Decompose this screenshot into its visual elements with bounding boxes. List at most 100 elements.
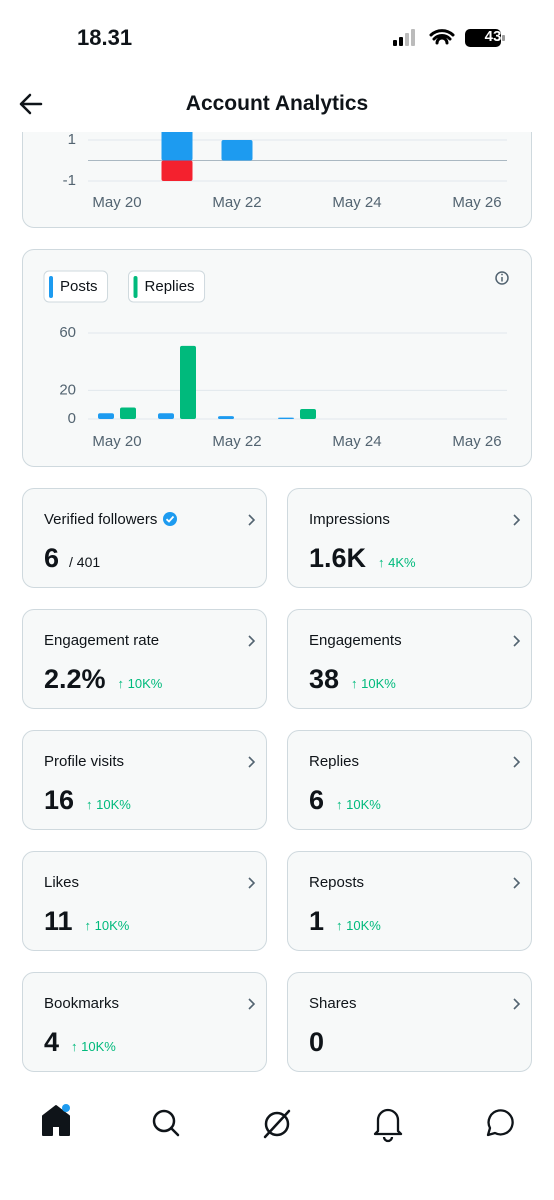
metric-card[interactable]: Reposts 1 ↑ 10K%: [287, 851, 532, 951]
chevron: [248, 756, 256, 768]
metric-card[interactable]: Profile visits 16 ↑ 10K%: [22, 730, 267, 830]
metric-card[interactable]: Bookmarks 4 ↑ 10K%: [22, 972, 267, 1072]
metric-change: ↑ 10K%: [71, 1039, 116, 1054]
metric-label-text: Verified followers: [44, 511, 158, 528]
metric-label-text: Impressions: [309, 511, 390, 528]
x-tick-label: May 26: [452, 433, 501, 450]
metric-change: ↑ 10K%: [351, 676, 396, 691]
battery-level: 43: [484, 28, 502, 45]
nav-home[interactable]: [42, 1104, 70, 1136]
metric-card[interactable]: Engagement rate 2.2% ↑ 10K%: [22, 609, 267, 709]
top-area: 18.31 43 Account Analytics: [0, 0, 554, 132]
metric-change: ↑ 10K%: [117, 676, 163, 691]
metric-label-text: Replies: [309, 753, 360, 770]
metric-card[interactable]: Engagements 38 ↑ 10K%: [287, 609, 532, 709]
metric-label: Engagement rate: [44, 632, 159, 649]
y-tick-label: 0: [68, 410, 76, 427]
metric-value-text: 11: [44, 906, 73, 936]
legend-chip: [43, 270, 109, 303]
chevron: [513, 877, 521, 889]
metric-label-text: Reposts: [309, 874, 365, 891]
metric-change: ↑ 10K%: [84, 918, 130, 933]
back-button[interactable]: [18, 92, 44, 116]
x-tick-label: May 22: [212, 433, 261, 450]
legend-item[interactable]: Replies: [128, 270, 206, 303]
x-tick-label: May 20: [92, 194, 141, 211]
metric-value: 1.6K ↑ 4K%: [309, 543, 416, 574]
metric-card[interactable]: Impressions 1.6K ↑ 4K%: [287, 488, 532, 588]
metric-label: Impressions: [309, 511, 390, 528]
metric-card[interactable]: Replies 6 ↑ 10K%: [287, 730, 532, 830]
metric-label: Replies: [309, 753, 359, 770]
legend-item[interactable]: Posts: [43, 270, 109, 303]
legend-chip: [128, 270, 206, 303]
chevron: [248, 877, 256, 889]
chevron: [248, 635, 256, 647]
status-time: 18.31: [77, 25, 133, 50]
metric-value-text: 16: [44, 785, 75, 815]
metric-label: Bookmarks: [44, 995, 119, 1012]
metric-change: ↑ 10K%: [86, 797, 131, 812]
chevron: [513, 998, 521, 1010]
legend-label: Replies: [145, 278, 195, 295]
metric-value-text: 6: [44, 543, 60, 573]
bottom-nav: [42, 1104, 514, 1143]
x-tick-label: May 20: [92, 433, 141, 450]
y-tick-label: -1: [63, 172, 76, 189]
page-title: Account Analytics: [185, 92, 369, 115]
x-tick-label: May 22: [212, 194, 261, 211]
bar: [98, 413, 114, 419]
metric-label: Reposts: [309, 874, 364, 891]
metric-value-text: 4: [44, 1027, 60, 1057]
metric-card[interactable]: Verified followers 6 / 401: [22, 488, 267, 588]
metric-value-text: 1.6K: [309, 543, 367, 573]
metric-change: ↑ 10K%: [336, 797, 381, 812]
metric-value: 38 ↑ 10K%: [309, 664, 396, 695]
x-tick-label: May 24: [332, 194, 381, 211]
chevron: [513, 756, 521, 768]
bar: [218, 416, 234, 419]
metric-label-text: Shares: [309, 995, 357, 1012]
chevron: [513, 635, 521, 647]
metric-value: 6 / 401: [44, 543, 100, 574]
metric-value-text: 6: [309, 785, 325, 815]
chevron: [248, 998, 256, 1010]
metric-label: Profile visits: [44, 753, 124, 770]
metric-label-text: Profile visits: [44, 753, 125, 770]
metric-total: / 401: [69, 554, 101, 570]
metric-value-text: 38: [309, 664, 340, 694]
nav-messages[interactable]: [486, 1109, 514, 1137]
metric-change: ↑ 10K%: [336, 918, 381, 933]
y-tick-label: 1: [68, 131, 76, 148]
y-tick-label: 20: [59, 381, 76, 398]
chevron: [513, 514, 521, 526]
nav-search[interactable]: [152, 1109, 180, 1137]
bar: [221, 140, 253, 161]
metric-value: 2.2% ↑ 10K%: [44, 664, 162, 695]
nav-notifications[interactable]: [373, 1108, 403, 1143]
info-icon[interactable]: [495, 271, 509, 285]
bar: [278, 417, 294, 419]
metric-card[interactable]: Likes 11 ↑ 10K%: [22, 851, 267, 951]
charts: -1 1 May 20 May 22 May 24 May 26 0 20 60 May 20 Ma…: [43, 119, 509, 450]
metric-value-text: 2.2%: [44, 664, 106, 694]
metric-label: Likes: [44, 874, 79, 891]
nav-grok[interactable]: [263, 1109, 291, 1139]
chevron: [248, 514, 256, 526]
metric-card[interactable]: Shares 0: [287, 972, 532, 1072]
metric-value: 4 ↑ 10K%: [44, 1027, 116, 1058]
x-tick-label: May 26: [452, 194, 501, 211]
metric-label: Shares: [309, 995, 357, 1012]
metric-label: Engagements: [309, 632, 402, 649]
metric-value: 1 ↑ 10K%: [309, 906, 381, 937]
bar: [120, 407, 136, 419]
bar: [161, 160, 193, 181]
metric-change: ↑ 4K%: [378, 555, 416, 570]
verified-badge: [163, 512, 178, 526]
x-tick-label: May 24: [332, 433, 381, 450]
metric-label-text: Likes: [44, 874, 80, 891]
metric-label-text: Engagements: [309, 632, 402, 649]
metric-label-text: Bookmarks: [44, 995, 120, 1012]
metric-value-text: 0: [309, 1027, 325, 1057]
